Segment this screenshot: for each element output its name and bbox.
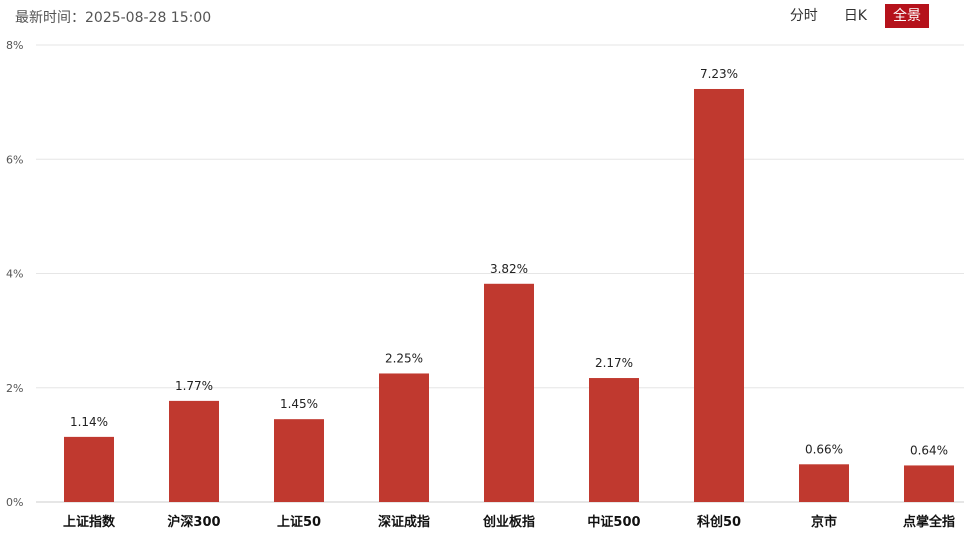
update-time: 最新时间：2025-08-28 15:00	[15, 7, 211, 27]
bar	[274, 419, 324, 502]
y-tick-label: 2%	[6, 382, 23, 395]
category-label: 深证成指	[378, 514, 430, 530]
y-tick-label: 4%	[6, 268, 23, 281]
bar-value-label: 0.64%	[910, 443, 948, 457]
tab-daily-k[interactable]: 日K	[843, 8, 867, 24]
view-tabs: 分时 日K 全景	[772, 4, 929, 28]
category-label: 创业板指	[482, 514, 535, 530]
bar	[64, 436, 114, 502]
bar-value-label: 2.17%	[595, 356, 633, 370]
y-tick-label: 8%	[6, 39, 23, 52]
bar	[379, 373, 429, 502]
bar	[904, 465, 954, 502]
category-label: 上证50	[277, 515, 321, 530]
bar-value-label: 1.45%	[280, 397, 318, 411]
chart-header: 最新时间：2025-08-28 15:00 分时 日K 全景	[0, 0, 967, 34]
category-label: 沪深300	[167, 514, 220, 530]
category-label: 京市	[811, 514, 837, 530]
bar-value-label: 0.66%	[805, 442, 843, 456]
bar	[169, 400, 219, 502]
tab-intraday[interactable]: 分时	[789, 8, 818, 24]
bar	[799, 464, 849, 502]
bar-value-label: 7.23%	[700, 67, 738, 81]
category-label: 科创50	[697, 514, 741, 530]
update-time-label: 最新时间：	[15, 10, 85, 26]
y-tick-label: 0%	[6, 496, 23, 509]
bar-value-label: 3.82%	[490, 262, 528, 276]
bar-value-label: 2.25%	[385, 351, 423, 365]
bar-value-label: 1.14%	[70, 415, 108, 429]
category-label: 上证指数	[63, 514, 116, 530]
bar	[484, 283, 534, 502]
bar	[589, 378, 639, 502]
tab-overview[interactable]: 全景	[885, 4, 929, 28]
bar-value-label: 1.77%	[175, 379, 213, 393]
category-label: 中证500	[587, 514, 640, 530]
update-time-value: 2025-08-28 15:00	[85, 10, 212, 26]
category-label: 点掌全指	[903, 514, 955, 530]
y-tick-label: 6%	[6, 153, 23, 166]
bar	[694, 88, 744, 502]
